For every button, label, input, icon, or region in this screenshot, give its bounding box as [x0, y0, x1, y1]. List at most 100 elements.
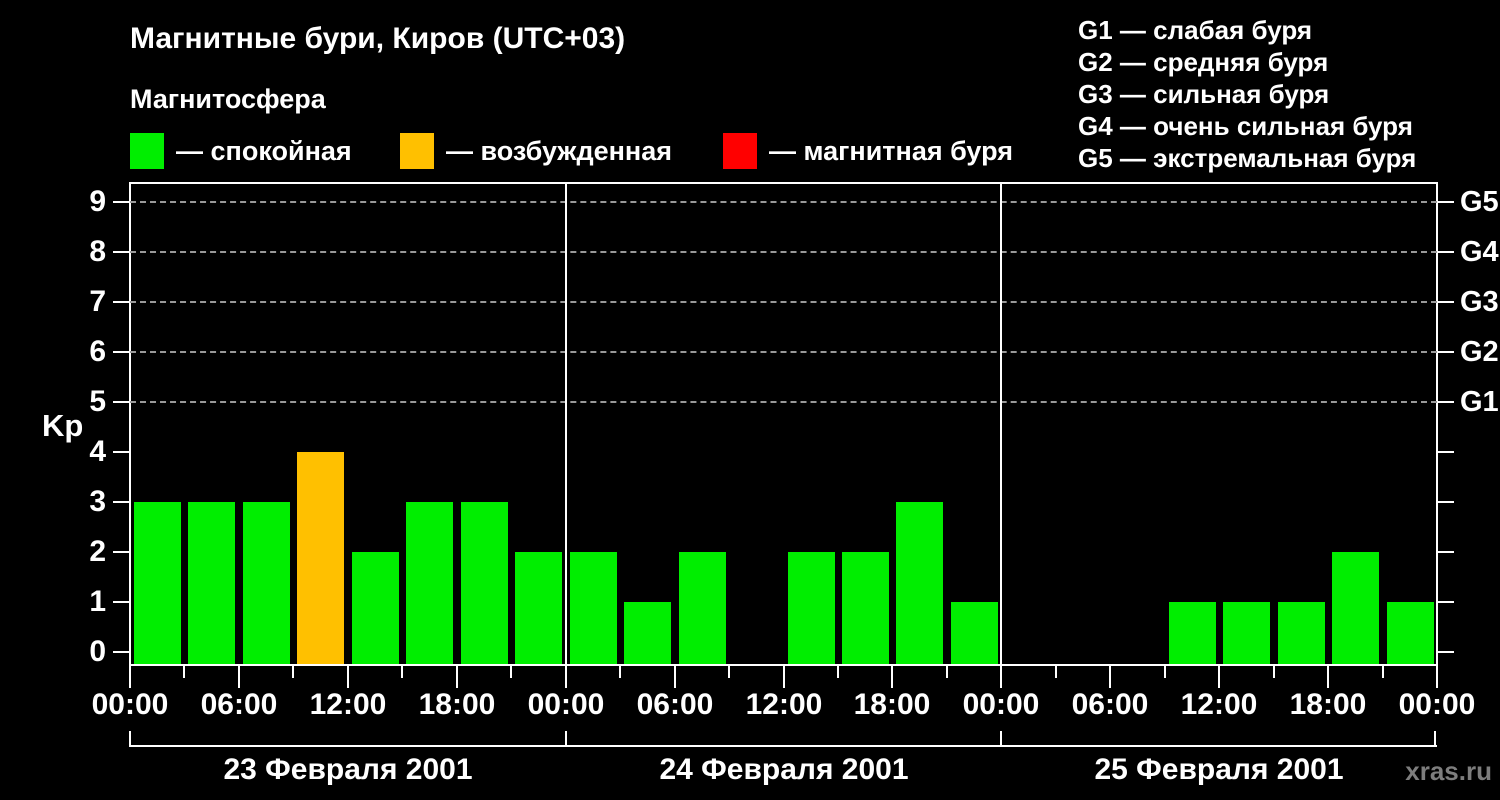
kp-bar-day1-slot1 — [134, 502, 181, 664]
kp-bar-day1-slot8 — [515, 552, 562, 664]
kp-bar-day1-slot3 — [243, 502, 290, 664]
kp-bar-day2-slot2 — [624, 602, 671, 664]
x-tick-48h — [1000, 666, 1002, 688]
y-tick-label-8: 8 — [89, 235, 106, 268]
legend-item-excited: — возбужденная — [400, 132, 672, 169]
y-tick-right-6 — [1437, 351, 1454, 353]
kp-bar-day1-slot6 — [406, 502, 453, 664]
quiet-color-swatch — [130, 132, 164, 169]
x-tick-45h — [946, 666, 948, 678]
excited-legend-label: — возбужденная — [446, 135, 672, 166]
x-tick-63h — [1273, 666, 1275, 678]
x-tick-72h — [1436, 666, 1438, 688]
x-tick-39h — [837, 666, 839, 678]
date-bracket-line — [130, 745, 1437, 747]
x-tick-label-0h: 00:00 — [91, 688, 169, 721]
kp-axis-title: Kp — [42, 408, 84, 443]
x-tick-30h — [674, 666, 676, 688]
x-tick-18h — [456, 666, 458, 688]
gridline-kp9 — [130, 201, 1437, 203]
y-tick-left-7 — [113, 301, 130, 303]
kp-bar-day2-slot1 — [570, 552, 617, 664]
kp-bar-day3-slot4 — [1169, 602, 1216, 664]
kp-bar-day3-slot5 — [1223, 602, 1270, 664]
x-tick-label-42h: 18:00 — [853, 688, 931, 721]
right-axis-label-G4: G4 — [1460, 236, 1499, 268]
kp-bar-day2-slot6 — [842, 552, 889, 664]
date-bracket-tick-3 — [1434, 731, 1436, 747]
y-tick-left-3 — [113, 501, 130, 503]
kp-bar-day1-slot4 — [297, 452, 344, 664]
y-tick-label-4: 4 — [89, 435, 106, 468]
gridline-kp5 — [130, 401, 1437, 403]
x-tick-69h — [1382, 666, 1384, 678]
kp-bar-day3-slot6 — [1278, 602, 1325, 664]
y-tick-label-9: 9 — [89, 185, 106, 218]
gridline-kp7 — [130, 301, 1437, 303]
x-tick-24h — [565, 666, 567, 688]
legend-item-storm: — магнитная буря — [723, 132, 1013, 169]
y-tick-label-2: 2 — [89, 535, 106, 568]
x-tick-9h — [292, 666, 294, 678]
x-tick-label-18h: 18:00 — [418, 688, 496, 721]
x-tick-label-72h: 00:00 — [1398, 688, 1476, 721]
y-tick-right-2 — [1437, 551, 1454, 553]
y-tick-right-0 — [1437, 651, 1454, 653]
x-tick-66h — [1327, 666, 1329, 688]
x-tick-57h — [1164, 666, 1166, 678]
storm-scale-line-g2: G2 — средняя буря — [1078, 47, 1329, 77]
x-tick-54h — [1109, 666, 1111, 688]
chart-title: Магнитные бури, Киров (UTC+03) — [130, 22, 626, 55]
x-tick-label-6h: 06:00 — [200, 688, 278, 721]
storm-scale-legend: G1 — слабая буря G2 — средняя буря G3 — … — [1078, 14, 1416, 174]
y-tick-label-5: 5 — [89, 385, 106, 418]
y-tick-right-8 — [1437, 251, 1454, 253]
y-tick-left-1 — [113, 601, 130, 603]
kp-bar-day1-slot2 — [188, 502, 235, 664]
right-axis-label-G2: G2 — [1460, 336, 1499, 368]
excited-color-swatch — [400, 132, 434, 169]
y-tick-label-0: 0 — [89, 635, 106, 668]
storm-scale-line-g5: G5 — экстремальная буря — [1078, 143, 1417, 173]
y-tick-left-9 — [113, 201, 130, 203]
x-tick-label-54h: 06:00 — [1071, 688, 1149, 721]
plot-border-left — [129, 182, 131, 666]
y-tick-right-5 — [1437, 401, 1454, 403]
gridline-kp6 — [130, 351, 1437, 353]
y-tick-left-5 — [113, 401, 130, 403]
x-tick-label-66h: 18:00 — [1289, 688, 1367, 721]
y-tick-right-1 — [1437, 601, 1454, 603]
right-axis-label-G1: G1 — [1460, 386, 1499, 418]
date-label-day1: 23 Февраля 2001 — [223, 753, 473, 786]
quiet-legend-label: — спокойная — [176, 135, 352, 166]
kp-bar-day1-slot7 — [461, 502, 508, 664]
y-tick-label-3: 3 — [89, 485, 106, 518]
x-tick-60h — [1218, 666, 1220, 688]
xras-watermark: xras.ru — [1405, 756, 1492, 786]
plot-border-top — [129, 182, 1438, 184]
x-tick-42h — [891, 666, 893, 688]
y-tick-right-4 — [1437, 451, 1454, 453]
date-bracket-tick-2 — [1000, 731, 1002, 747]
x-tick-6h — [238, 666, 240, 688]
x-tick-12h — [347, 666, 349, 688]
date-label-day3: 25 Февраля 2001 — [1094, 753, 1344, 786]
kp-bar-day3-slot8 — [1387, 602, 1434, 664]
x-tick-label-48h: 00:00 — [962, 688, 1040, 721]
x-tick-label-24h: 00:00 — [527, 688, 605, 721]
x-tick-36h — [783, 666, 785, 688]
y-tick-label-6: 6 — [89, 335, 106, 368]
x-tick-label-36h: 12:00 — [745, 688, 823, 721]
storm-scale-line-g1: G1 — слабая буря — [1078, 15, 1313, 45]
x-tick-label-30h: 06:00 — [636, 688, 714, 721]
x-tick-3h — [183, 666, 185, 678]
legend-item-quiet: — спокойная — [130, 132, 352, 169]
y-tick-left-0 — [113, 651, 130, 653]
right-axis-label-G5: G5 — [1460, 186, 1499, 218]
y-tick-right-7 — [1437, 301, 1454, 303]
day-separator-2 — [1000, 183, 1002, 664]
x-tick-label-12h: 12:00 — [309, 688, 387, 721]
y-tick-left-8 — [113, 251, 130, 253]
x-tick-15h — [401, 666, 403, 678]
